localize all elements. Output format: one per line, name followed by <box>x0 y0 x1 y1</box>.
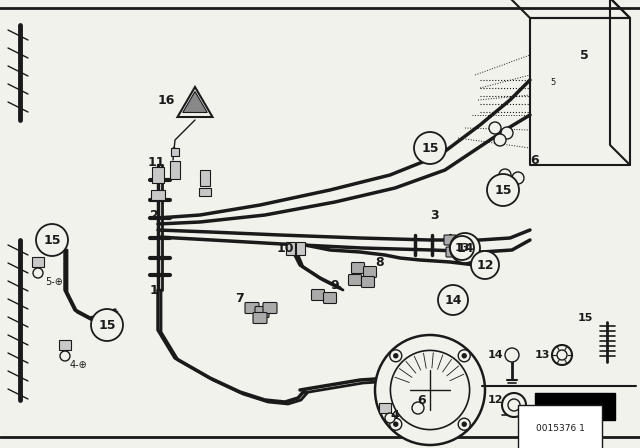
Text: 8: 8 <box>375 255 383 268</box>
Circle shape <box>412 402 424 414</box>
Text: 3: 3 <box>430 208 438 221</box>
Circle shape <box>450 233 480 263</box>
Circle shape <box>91 309 123 341</box>
Text: 6: 6 <box>530 154 539 167</box>
Bar <box>59 340 71 350</box>
Text: 0015376 1: 0015376 1 <box>536 423 584 432</box>
Bar <box>170 161 180 179</box>
Circle shape <box>385 413 395 423</box>
Text: 10: 10 <box>277 241 294 254</box>
Circle shape <box>458 350 470 362</box>
Text: 16: 16 <box>157 94 175 107</box>
Circle shape <box>458 418 470 430</box>
FancyBboxPatch shape <box>263 302 277 314</box>
Text: 15: 15 <box>494 184 512 197</box>
Bar <box>152 167 164 183</box>
Bar <box>200 170 210 186</box>
Circle shape <box>394 354 398 358</box>
Text: 5: 5 <box>550 78 556 86</box>
Circle shape <box>375 335 485 445</box>
Text: 4: 4 <box>390 409 399 422</box>
Text: 6: 6 <box>417 393 426 406</box>
Circle shape <box>438 285 468 315</box>
Circle shape <box>471 251 499 279</box>
Circle shape <box>450 236 474 260</box>
Text: 2: 2 <box>150 208 159 221</box>
FancyBboxPatch shape <box>444 235 456 245</box>
Circle shape <box>487 174 519 206</box>
Text: 12: 12 <box>476 258 493 271</box>
Polygon shape <box>183 91 207 112</box>
Circle shape <box>552 345 572 365</box>
Text: 9: 9 <box>330 279 339 292</box>
Text: 5-⊕: 5-⊕ <box>45 277 63 287</box>
Circle shape <box>489 122 501 134</box>
Circle shape <box>394 422 398 426</box>
Circle shape <box>33 268 43 278</box>
Circle shape <box>36 224 68 256</box>
FancyBboxPatch shape <box>362 276 374 288</box>
FancyBboxPatch shape <box>456 238 468 248</box>
Bar <box>151 190 165 200</box>
Bar <box>171 148 179 156</box>
FancyBboxPatch shape <box>323 293 337 303</box>
Text: 14: 14 <box>488 350 504 360</box>
Circle shape <box>60 351 70 361</box>
Circle shape <box>512 172 524 184</box>
Text: 15: 15 <box>99 319 116 332</box>
Circle shape <box>462 422 466 426</box>
Bar <box>285 241 294 254</box>
FancyBboxPatch shape <box>245 302 259 314</box>
Text: 14: 14 <box>456 241 474 254</box>
FancyBboxPatch shape <box>446 247 458 257</box>
Bar <box>199 188 211 196</box>
Text: 13: 13 <box>454 243 470 253</box>
Text: 13: 13 <box>535 350 550 360</box>
FancyBboxPatch shape <box>349 275 362 285</box>
FancyBboxPatch shape <box>351 263 365 273</box>
Circle shape <box>502 393 526 417</box>
Text: 11: 11 <box>148 155 166 168</box>
FancyBboxPatch shape <box>255 306 269 318</box>
Polygon shape <box>535 393 615 420</box>
FancyBboxPatch shape <box>364 267 376 277</box>
FancyBboxPatch shape <box>253 313 267 323</box>
Bar <box>32 257 44 267</box>
FancyBboxPatch shape <box>459 250 471 260</box>
Circle shape <box>390 418 402 430</box>
Circle shape <box>501 127 513 139</box>
Text: 7: 7 <box>235 292 244 305</box>
Text: 15: 15 <box>578 313 593 323</box>
Bar <box>296 241 305 254</box>
Text: 15: 15 <box>421 142 439 155</box>
Bar <box>379 403 391 413</box>
Circle shape <box>499 169 511 181</box>
Polygon shape <box>177 87 212 117</box>
Text: 4-⊕: 4-⊕ <box>70 360 88 370</box>
Text: 12: 12 <box>488 395 504 405</box>
Text: 14: 14 <box>444 293 461 306</box>
Text: 5: 5 <box>580 48 589 61</box>
FancyBboxPatch shape <box>312 289 324 301</box>
Text: 1: 1 <box>150 284 159 297</box>
Circle shape <box>462 354 466 358</box>
Text: 15: 15 <box>44 233 61 246</box>
Circle shape <box>505 348 519 362</box>
Circle shape <box>390 350 402 362</box>
Circle shape <box>414 132 446 164</box>
Circle shape <box>494 134 506 146</box>
